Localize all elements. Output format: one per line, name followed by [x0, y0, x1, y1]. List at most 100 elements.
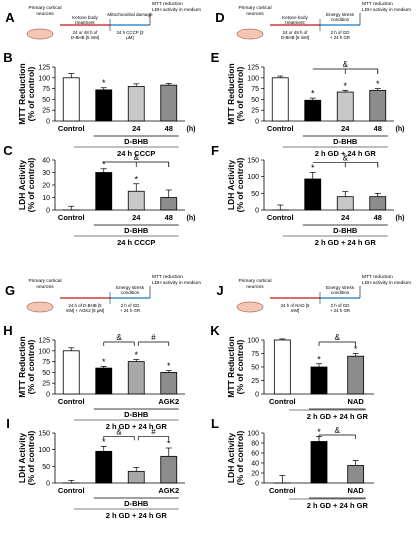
y-tick-label: 0: [46, 481, 50, 488]
bracket-label: #: [151, 427, 156, 436]
panel-letter: L: [211, 416, 219, 431]
y-tick-label: 0: [255, 392, 259, 399]
bar: [127, 470, 145, 484]
y-tick-label: 100: [38, 348, 50, 355]
group-label: D-BHB: [124, 137, 149, 146]
y-axis-label: MTT Reduction: [226, 336, 236, 397]
schematic-cell-label: Primary cortical: [28, 278, 61, 284]
stage1-detail: 24 or 48 h of: [283, 30, 308, 35]
bar: [304, 178, 322, 211]
significance-star: *: [376, 79, 380, 89]
stage1-detail: D-BHB [5 mM]: [281, 35, 309, 40]
bar: [95, 89, 113, 122]
bracket-label: &: [343, 153, 349, 162]
condition-label: 24 h CCCP: [117, 149, 155, 158]
panel-letter: H: [3, 323, 12, 338]
assay-label: MTT reduction: [152, 274, 183, 280]
chart-F: F 0 50 100 150 LDH Activity (% of control) Cont…: [211, 143, 404, 247]
panel-letter: K: [210, 323, 220, 338]
y-tick-label: 75: [251, 351, 259, 358]
stage1-detail: mM] + AGK2 [5 µM]: [66, 308, 105, 313]
panel-letter: A: [5, 10, 15, 25]
schematic-cell-label: Primary cortical: [238, 278, 271, 284]
assay-label: LDH activity in medium: [152, 7, 201, 13]
bracket-label: #: [151, 333, 156, 342]
y-axis-label: LDH Activity: [226, 433, 236, 483]
schematic-cell-label: neurons: [36, 11, 54, 17]
x-tick-label: 48: [165, 213, 173, 222]
condition-label: 24 h CCCP: [117, 238, 155, 247]
assay-label: MTT reduction: [362, 274, 393, 280]
bar: [95, 172, 113, 211]
bracket-label: &: [335, 426, 341, 435]
y-tick-label: 0: [255, 208, 259, 215]
bracket-label: &: [116, 333, 122, 342]
significance-star: *: [311, 89, 315, 99]
stage2-detail: + 24 h GR: [120, 308, 140, 313]
chart-C: C 0 10 20 30 40 LDH Activity (% of control) Cont…: [3, 143, 195, 247]
y-tick-label: 80: [251, 441, 259, 448]
assay-label: LDH activity in medium: [152, 280, 201, 286]
y-tick-label: 25: [251, 108, 259, 115]
schematic-cell-label: neurons: [246, 284, 264, 290]
stage2-detail: + 24 h GR: [330, 308, 350, 313]
panel-letter: I: [6, 416, 10, 431]
panel-letter: E: [211, 50, 220, 65]
x-tick-label: 48: [374, 124, 382, 133]
significance-star: *: [343, 81, 347, 91]
significance-star: *: [317, 427, 321, 437]
bar: [310, 441, 328, 484]
bar: [160, 371, 178, 395]
bar: [160, 197, 178, 211]
chart-H: H 0 25 50 75 100 125 MTT Reduction (% of control…: [3, 323, 185, 431]
group-label: D-BHB: [124, 410, 149, 419]
stage2-label: Mitochondrial damage: [107, 12, 153, 17]
x-tick-label: 24: [341, 213, 350, 222]
x-unit-label: (h): [396, 215, 405, 222]
group-label: D-BHB: [124, 226, 149, 235]
culture-dish-icon: [26, 28, 54, 40]
y-tick-label: 0: [46, 119, 50, 126]
stage2-label: Energy stress: [116, 285, 145, 290]
x-tick-label: AGK2: [158, 397, 179, 406]
y-tick-label: 0: [255, 119, 259, 126]
significance-star: *: [167, 439, 171, 449]
assay-label: LDH activity in medium: [362, 280, 411, 286]
stage2-label: condition: [121, 290, 140, 295]
y-tick-label: 0: [46, 208, 50, 215]
bar: [160, 84, 178, 122]
y-tick-label: 100: [247, 431, 259, 438]
y-axis-label: MTT Reduction: [226, 63, 236, 124]
y-tick-label: 100: [247, 75, 259, 82]
x-unit-label: (h): [396, 126, 405, 133]
x-tick-label: Control: [58, 213, 85, 222]
stage1-label: Ketone body: [282, 15, 309, 20]
chart-L: L 0 20 40 60 80 100 LDH Activity (% of control) C…: [211, 416, 374, 510]
x-tick-label: Control: [269, 397, 296, 406]
y-axis-label: MTT Reduction: [17, 63, 27, 124]
bar: [62, 77, 80, 122]
assay-label: MTT reduction: [362, 1, 393, 7]
schematic-cell-label: neurons: [36, 284, 54, 290]
y-axis-label: (% of control): [235, 339, 245, 394]
y-tick-label: 40: [251, 461, 259, 468]
culture-dish-icon: [236, 28, 264, 40]
y-tick-label: 20: [251, 471, 259, 478]
x-tick-label: NAD: [348, 397, 365, 406]
stage1-detail: 24 or 48 h of: [73, 30, 98, 35]
significance-star: *: [102, 78, 106, 88]
stage1-label: treatment: [75, 20, 95, 25]
y-tick-label: 40: [42, 158, 50, 165]
y-tick-label: 50: [251, 365, 259, 372]
condition-label: 2 h GD + 24 h GR: [315, 238, 377, 247]
stage1-detail: mM]: [291, 308, 300, 313]
stage1-detail: 24 h of NAD [5: [281, 303, 310, 308]
y-tick-label: 60: [251, 451, 259, 458]
y-tick-label: 50: [42, 97, 50, 104]
y-axis-label: (% of control): [26, 157, 36, 212]
x-tick-label: Control: [58, 486, 85, 495]
